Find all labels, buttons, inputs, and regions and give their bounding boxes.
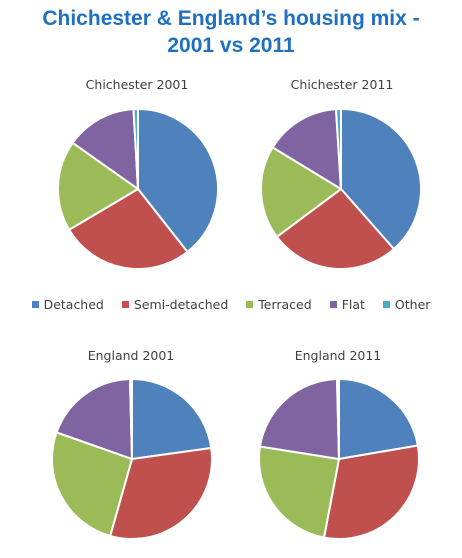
pie-slice-chichester-2011-flat — [271, 108, 342, 190]
legend-label-flat: Flat — [341, 297, 365, 312]
pie-slice-england-2011-other — [335, 378, 340, 460]
pie-slice-chichester-2001-semi-detached — [68, 188, 189, 270]
legend-item-detached: Detached — [31, 297, 104, 312]
legend-item-other: Other — [382, 297, 431, 312]
page-title: Chichester & England’s housing mix - 200… — [0, 5, 462, 59]
pie-chart-chichester-2011 — [259, 108, 422, 270]
title-line-2: 2001 vs 2011 — [167, 34, 295, 57]
pie-chart-england-2001 — [51, 378, 213, 540]
pie-slice-england-2001-terraced — [51, 431, 133, 537]
legend-item-terraced: Terraced — [246, 297, 312, 312]
chart-title-chichester-2011: Chichester 2011 — [290, 77, 394, 92]
legend-label-terraced: Terraced — [258, 297, 312, 312]
pie-slice-chichester-2011-semi-detached — [275, 188, 395, 270]
legend: Detached Semi-detached Terraced Flat Oth… — [0, 297, 462, 312]
legend-swatch-other — [382, 301, 390, 308]
legend-label-other: Other — [394, 297, 431, 312]
pie-slice-england-2001-detached — [131, 378, 213, 460]
legend-swatch-flat — [329, 301, 337, 308]
pie-slice-chichester-2001-flat — [71, 108, 139, 190]
pie-slice-chichester-2011-terraced — [259, 146, 342, 238]
pie-slice-england-2001-other — [128, 378, 133, 460]
chart-title-england-2001: England 2001 — [87, 348, 175, 363]
pie-slice-chichester-2001-detached — [137, 108, 219, 253]
pie-slice-england-2011-semi-detached — [323, 444, 420, 540]
legend-label-semi-detached: Semi-detached — [133, 297, 229, 312]
pie-slice-chichester-2001-terraced — [56, 141, 139, 231]
pie-slice-england-2011-detached — [338, 378, 419, 460]
pie-chart-england-2011 — [258, 378, 420, 540]
title-line-1: Chichester & England’s housing mix - — [42, 7, 420, 30]
legend-swatch-detached — [31, 301, 39, 308]
legend-swatch-semi-detached — [121, 301, 129, 308]
legend-label-detached: Detached — [43, 297, 104, 312]
chart-title-chichester-2001: Chichester 2001 — [85, 77, 189, 92]
legend-item-semi-detached: Semi-detached — [121, 297, 229, 312]
pie-chart-chichester-2001 — [56, 108, 219, 270]
pie-slice-england-2011-terraced — [258, 445, 340, 539]
pie-slice-england-2011-flat — [258, 378, 340, 460]
chart-title-england-2011: England 2011 — [294, 348, 382, 363]
pie-slice-chichester-2011-detached — [340, 108, 422, 251]
pie-slice-england-2001-semi-detached — [109, 446, 213, 540]
pie-slice-england-2001-flat — [55, 378, 133, 460]
pie-slice-chichester-2001-other — [132, 108, 139, 190]
legend-item-flat: Flat — [329, 297, 365, 312]
legend-swatch-terraced — [246, 301, 254, 308]
pie-slice-chichester-2011-other — [334, 108, 342, 190]
